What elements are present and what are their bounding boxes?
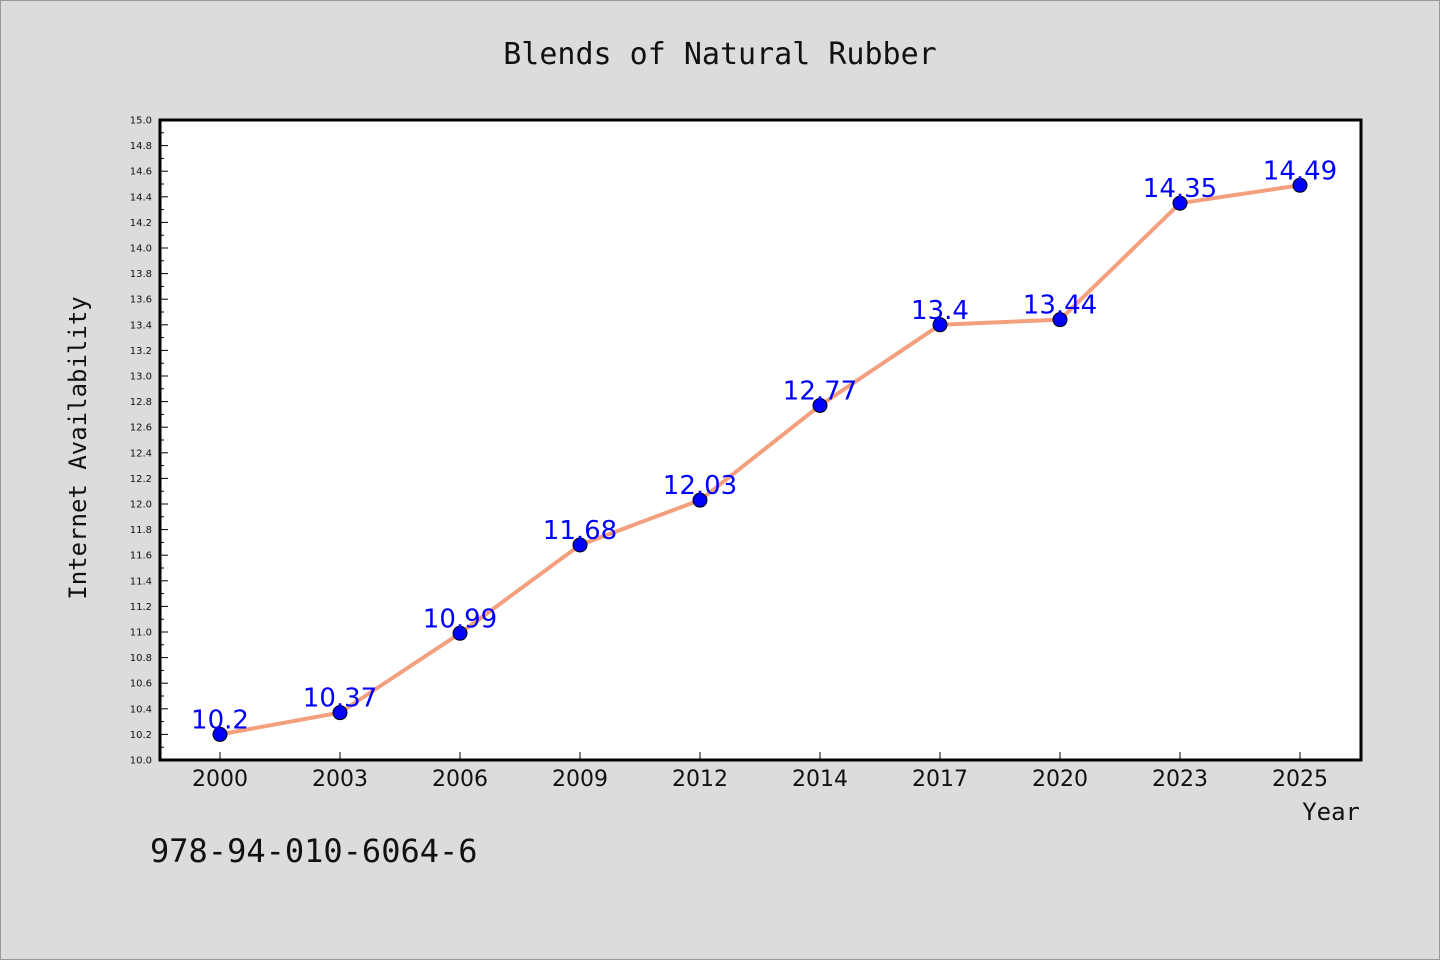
y-tick-label: 10.0	[130, 756, 152, 767]
y-tick-label: 14.0	[130, 244, 152, 255]
y-tick-label: 11.6	[130, 551, 152, 562]
y-tick-label: 10.2	[130, 730, 152, 741]
y-tick-label: 12.6	[130, 423, 152, 434]
plot-area	[158, 118, 1363, 762]
data-label: 12.77	[783, 376, 857, 406]
x-tick-label: 2012	[672, 767, 728, 792]
y-tick-label: 12.4	[130, 448, 152, 459]
y-tick-label: 14.8	[130, 141, 152, 152]
data-label: 10.99	[423, 604, 497, 634]
y-tick-label: 10.6	[130, 679, 152, 690]
y-tick-label: 14.4	[130, 192, 152, 203]
x-tick-label: 2020	[1032, 767, 1088, 792]
y-tick-label: 11.4	[130, 576, 152, 587]
x-tick-label: 2009	[552, 767, 608, 792]
data-label: 12.03	[663, 471, 737, 501]
y-tick-label: 11.0	[130, 628, 152, 639]
data-point	[692, 492, 708, 508]
x-axis-label: Year	[1302, 798, 1360, 826]
series-layer: 10.2 10.37 10.99 11.68 12.03 12.77 13.4 13.44 14…	[191, 156, 1337, 742]
x-axis: 2000 2003 2006 2009 2012 2014 2017 2020 2023 2025	[192, 752, 1328, 792]
data-point	[1292, 177, 1308, 193]
data-label: 10.2	[191, 705, 249, 735]
x-tick-label: 2017	[912, 767, 968, 792]
data-point	[932, 317, 948, 333]
y-tick-label: 10.4	[130, 704, 152, 715]
x-tick-label: 2023	[1152, 767, 1208, 792]
y-tick-label: 13.6	[130, 295, 152, 306]
y-axis-label: Internet Availability	[64, 296, 92, 599]
y-tick-label: 14.2	[130, 218, 152, 229]
y-tick-label: 12.8	[130, 397, 152, 408]
series-line	[219, 183, 1301, 737]
x-tick-label: 2014	[792, 767, 848, 792]
data-label: 14.49	[1263, 156, 1337, 186]
footer-code: 978-94-010-6064-6	[150, 832, 478, 870]
chart-title: Blends of Natural Rubber	[503, 37, 936, 72]
y-tick-label: 14.6	[130, 167, 152, 178]
data-point	[572, 537, 588, 553]
data-label: 13.44	[1023, 291, 1097, 321]
data-label: 10.37	[303, 684, 377, 714]
y-tick-label: 11.2	[130, 602, 152, 613]
data-point	[332, 705, 348, 721]
y-tick-label: 12.2	[130, 474, 152, 485]
data-point	[1172, 195, 1188, 211]
y-tick-label: 13.4	[130, 320, 152, 331]
x-tick-label: 2000	[192, 767, 248, 792]
data-label: 11.68	[543, 516, 617, 546]
data-label: 14.35	[1143, 174, 1217, 204]
data-point	[812, 397, 828, 413]
y-tick-label: 10.8	[130, 653, 152, 664]
data-point	[212, 726, 228, 742]
data-point	[452, 625, 468, 641]
y-tick-label: 11.8	[130, 525, 152, 536]
x-tick-label: 2025	[1272, 767, 1328, 792]
y-tick-label: 12.0	[130, 500, 152, 511]
y-axis: 10.0 10.2 10.4 10.6 10.8 11.0 11.2 11.4 11.6 11.8…	[130, 116, 168, 767]
x-tick-label: 2003	[312, 767, 368, 792]
y-tick-label: 13.0	[130, 372, 152, 383]
data-point	[1052, 312, 1068, 328]
y-tick-label: 13.8	[130, 269, 152, 280]
y-tick-label: 13.2	[130, 346, 152, 357]
x-tick-label: 2006	[432, 767, 488, 792]
data-label: 13.4	[911, 296, 969, 326]
y-tick-label: 15.0	[130, 116, 152, 127]
